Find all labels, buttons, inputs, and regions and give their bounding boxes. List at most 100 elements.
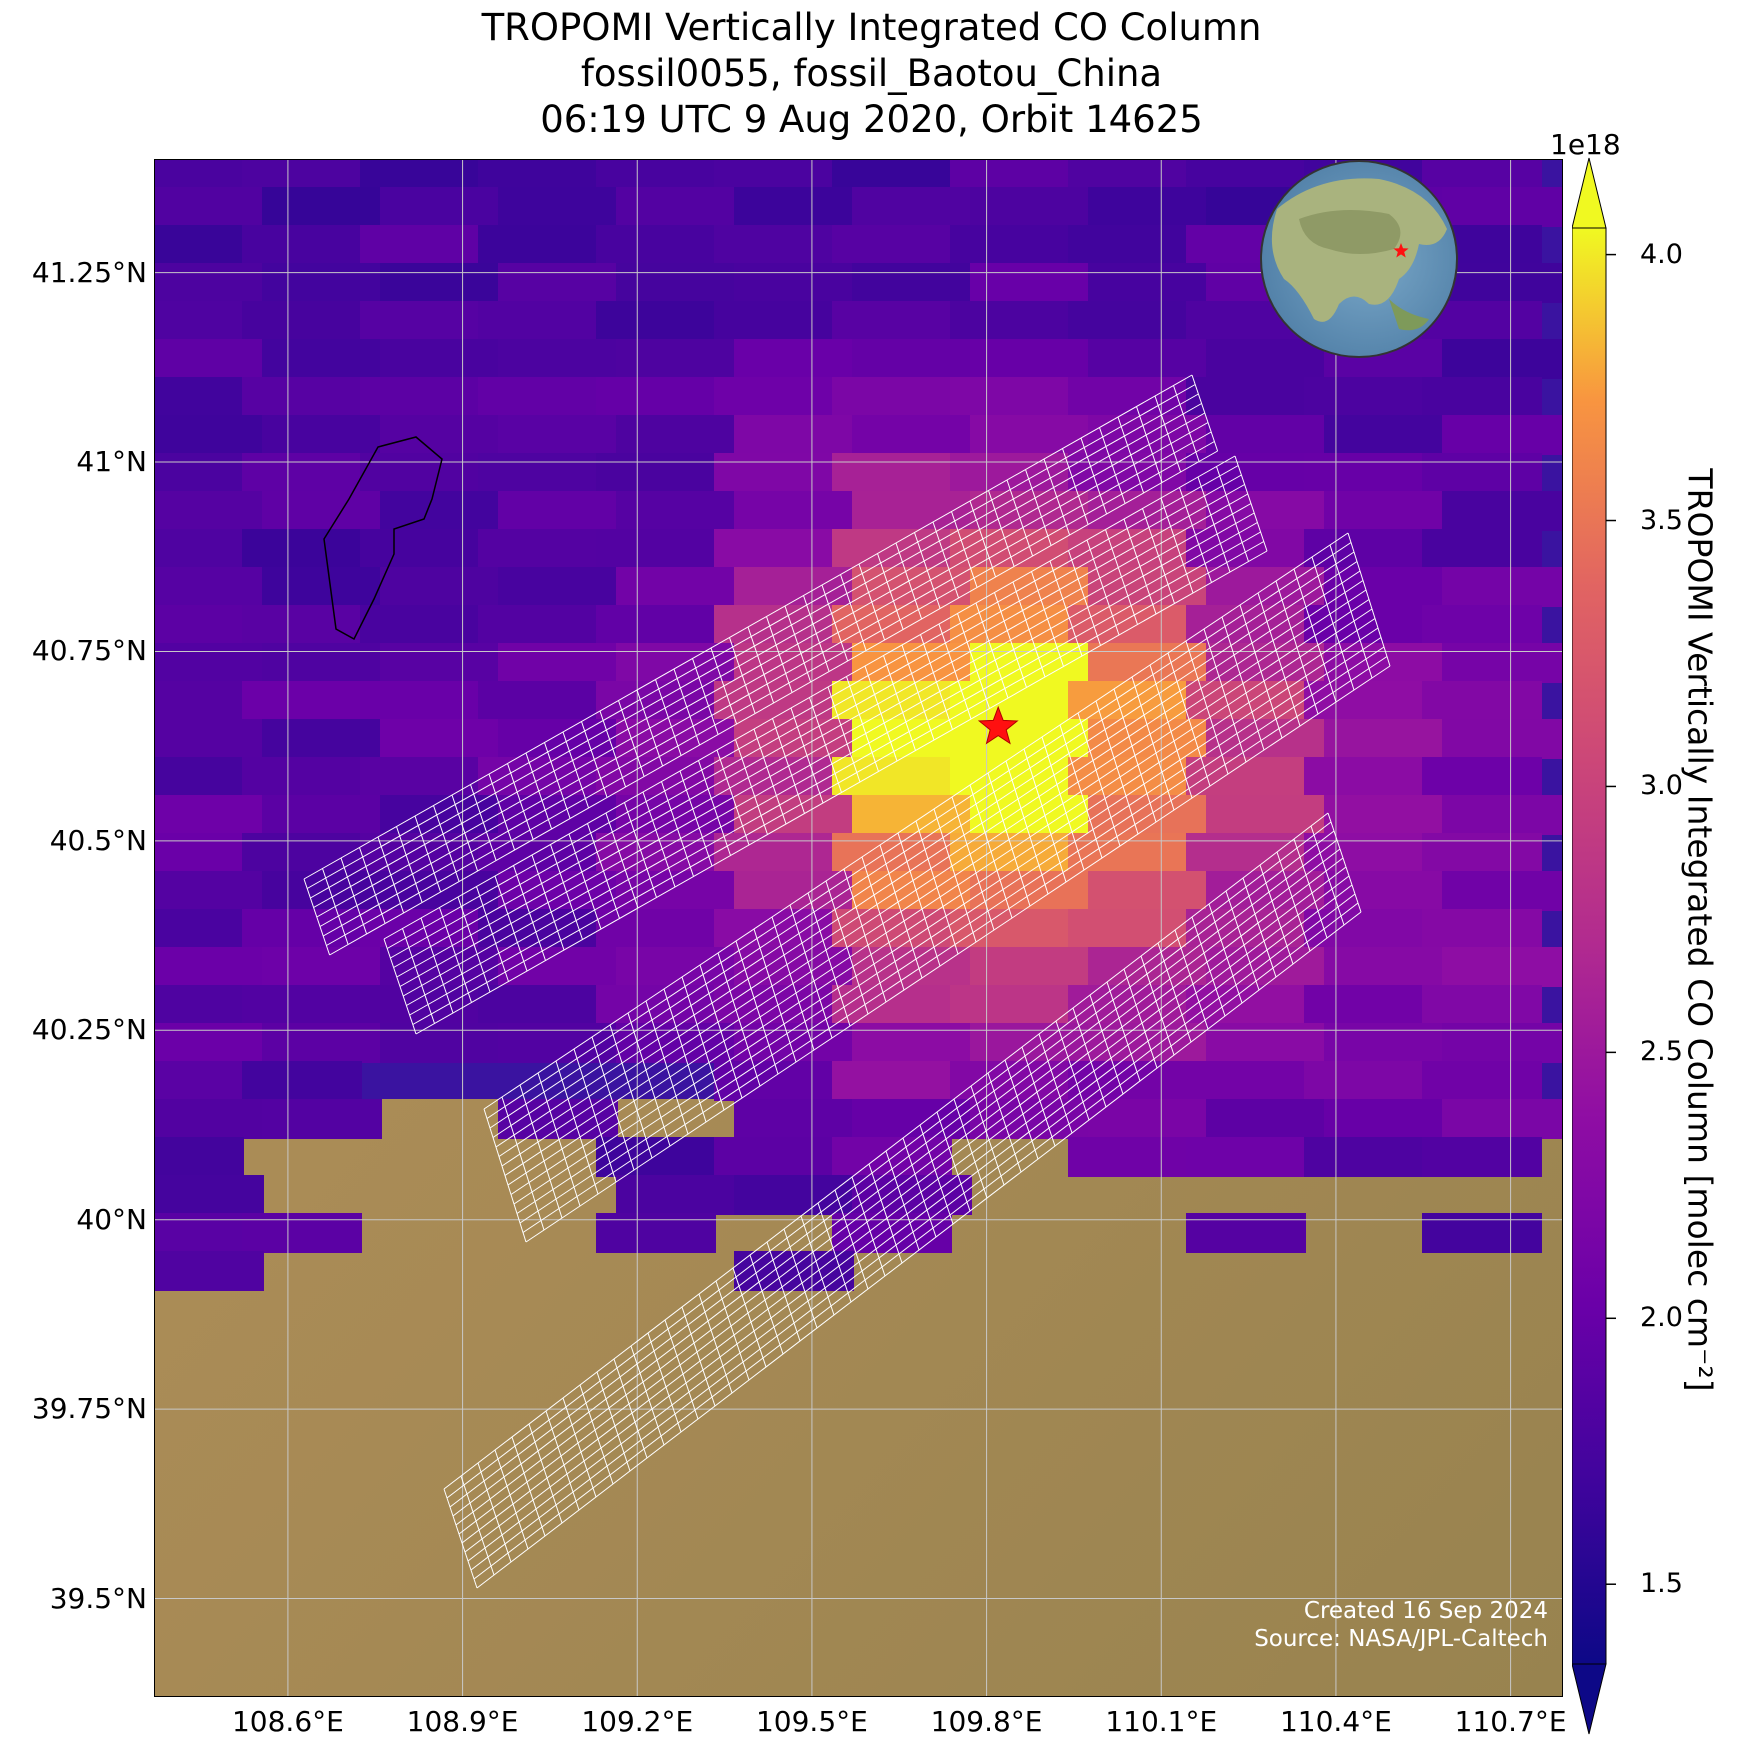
co-pixel (1422, 757, 1542, 797)
co-pixel (970, 339, 1090, 379)
mesh-line (868, 1163, 903, 1264)
co-pixel (1206, 415, 1326, 455)
co-pixel (970, 795, 1090, 835)
co-pixel (1422, 529, 1542, 569)
co-pixel (1422, 833, 1542, 873)
title-line-1: TROPOMI Vertically Integrated CO Column (481, 6, 1262, 49)
co-pixel (1068, 301, 1188, 341)
co-pixel (242, 605, 362, 645)
mesh-line (322, 431, 1212, 937)
co-pixel (1206, 491, 1326, 531)
co-pixel (1186, 1061, 1306, 1101)
co-pixel (154, 985, 244, 1025)
longitude-label: 109.2°E (581, 1705, 694, 1738)
co-pixel (1422, 681, 1542, 721)
co-pixel (616, 643, 736, 683)
co-pixel (1088, 871, 1208, 911)
co-pixel (498, 871, 618, 911)
mesh-line (1038, 1033, 1073, 1134)
mesh-line (476, 911, 1362, 1589)
co-pixel (950, 985, 1070, 1025)
co-pixel (1068, 681, 1188, 721)
co-pixel (1186, 985, 1306, 1025)
mesh-line (329, 450, 1218, 956)
co-pixel (262, 719, 382, 759)
co-pixel (1068, 833, 1188, 873)
co-pixel (1422, 453, 1542, 493)
co-pixel (596, 453, 716, 493)
co-pixel (478, 985, 598, 1025)
mesh-line (698, 1293, 733, 1394)
red-star-icon (977, 705, 1019, 745)
co-pixel (734, 491, 854, 531)
co-pixel (242, 529, 362, 569)
latitude-label: 41°N (76, 445, 147, 479)
co-pixel (478, 225, 598, 265)
co-pixel (1422, 985, 1542, 1025)
co-pixel (1304, 377, 1424, 417)
mesh-line (732, 1267, 767, 1368)
latitude-label: 41.25°N (31, 255, 147, 289)
co-pixel (970, 871, 1090, 911)
co-pixel (380, 187, 500, 227)
co-pixel (1186, 833, 1306, 873)
mesh-line (393, 484, 1245, 968)
co-pixel (360, 985, 480, 1025)
co-pixel (1304, 833, 1424, 873)
co-pixel (1206, 1099, 1326, 1139)
co-pixel (1324, 1099, 1444, 1139)
co-pixel (1442, 947, 1562, 987)
co-pixel (1324, 491, 1444, 531)
co-pixel (734, 719, 854, 759)
mesh-line (473, 902, 1359, 1580)
co-pixel (478, 159, 598, 189)
co-column-map[interactable] (154, 159, 1563, 1697)
co-pixel (1304, 909, 1424, 949)
globe-icon (1260, 160, 1458, 358)
co-pixel (596, 985, 716, 1025)
co-pixel (498, 263, 618, 303)
co-pixel (1088, 187, 1208, 227)
mesh-line (452, 839, 1338, 1517)
co-pixel (242, 159, 362, 189)
co-pixel (154, 757, 244, 797)
mesh-line (406, 522, 1258, 1006)
mesh-line (1191, 916, 1226, 1017)
co-pixel (832, 833, 952, 873)
mesh-line (1004, 1059, 1039, 1160)
co-pixel (832, 757, 952, 797)
mesh-line (489, 551, 1355, 1129)
map-panel[interactable] (154, 159, 1563, 1697)
mesh-line (516, 637, 1382, 1214)
co-pixel (1068, 605, 1188, 645)
co-pixel (1068, 985, 1188, 1025)
co-pixel (242, 377, 362, 417)
mesh-line (504, 599, 1370, 1176)
co-pixel (1442, 871, 1562, 911)
co-pixel (360, 529, 480, 569)
longitude-label: 109.8°E (930, 1705, 1043, 1738)
co-pixel (360, 681, 480, 721)
co-pixel (154, 187, 264, 227)
mesh-line (415, 550, 1268, 1035)
co-pixel (154, 263, 264, 303)
co-pixel (242, 909, 362, 949)
mesh-line (446, 821, 1332, 1499)
mesh-line (390, 474, 1242, 959)
co-pixel (498, 415, 618, 455)
co-pixel (380, 339, 500, 379)
mesh-line (461, 866, 1347, 1544)
co-pixel (950, 377, 1070, 417)
co-pixel (616, 187, 736, 227)
co-pixel (596, 225, 716, 265)
co-pixel (714, 225, 834, 265)
co-pixel (852, 795, 972, 835)
co-pixel (154, 415, 264, 455)
co-pixel (950, 757, 1070, 797)
co-pixel (1088, 263, 1208, 303)
co-pixel (1324, 643, 1444, 683)
co-pixel (1186, 757, 1306, 797)
colorbar-tick-label: 4.0 (1640, 238, 1683, 270)
co-pixel (478, 453, 598, 493)
mesh-line (316, 412, 1206, 918)
